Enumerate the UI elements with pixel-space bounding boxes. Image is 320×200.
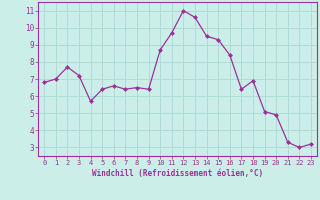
X-axis label: Windchill (Refroidissement éolien,°C): Windchill (Refroidissement éolien,°C): [92, 169, 263, 178]
